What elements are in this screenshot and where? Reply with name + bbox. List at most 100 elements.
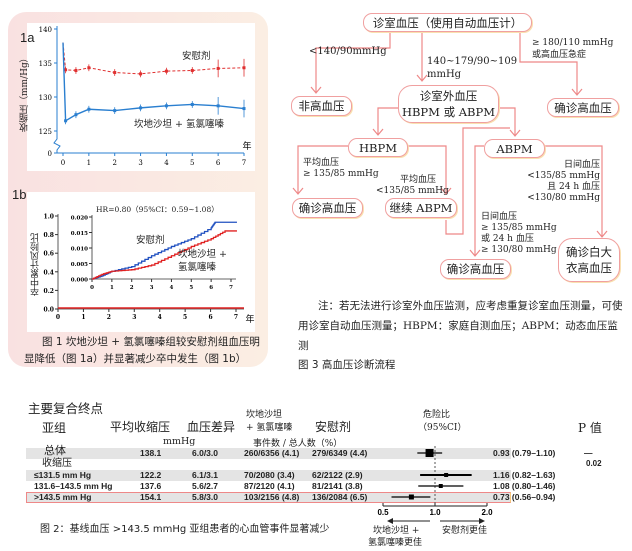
- forest-title: 主要复合终点: [28, 401, 104, 416]
- row-placebo-events: 136/2084 (6.5): [312, 492, 368, 502]
- abpm-high-4: ≥ 130/80 mmHg: [481, 245, 557, 255]
- band-overall: [26, 448, 511, 459]
- mid-range-label: 140~179/90~109 mmHg: [427, 56, 518, 80]
- inset-x-tick-label: 2: [130, 285, 134, 291]
- header-bp-diff: 血压差异: [187, 420, 236, 434]
- office-bp-box: 诊室血压（使用自动血压计）: [363, 13, 532, 32]
- x-tick-label: 6: [208, 314, 212, 321]
- x-tick-label: 2.0: [481, 508, 493, 517]
- inset-y-tick-label: 0.005: [71, 262, 88, 268]
- y-tick-label: 125: [39, 128, 52, 136]
- non-htn-box: 非高血压: [291, 96, 352, 116]
- header-subgroup: 亚组: [42, 421, 67, 435]
- hr-marker: [425, 449, 434, 457]
- inset-x-tick-label: 4: [170, 285, 174, 291]
- hbpm-low-1: 平均血压: [400, 175, 437, 185]
- p-trend: 0.02: [586, 459, 602, 468]
- white-coat-line1: 确诊白大: [566, 245, 612, 259]
- y-tick-label: 1.0: [44, 214, 54, 221]
- abpm-low-3: 且 24 h 血压: [547, 182, 600, 192]
- x-axis-label: 年: [245, 313, 254, 325]
- confirm-htn-box-hbpm: 确诊高血压: [292, 198, 363, 218]
- section-sbp: 收缩压: [42, 458, 72, 469]
- row-subgroup: >143.5 mm Hg: [34, 492, 92, 502]
- data-point: [190, 102, 194, 106]
- row-placebo-events: 279/6349 (4.4): [312, 448, 368, 458]
- header-p: P 值: [578, 421, 602, 435]
- abpm-box: ABPM: [484, 139, 545, 158]
- x-tick-label: 5: [190, 159, 194, 167]
- row-hr-text: 1.08 (0.80–1.46): [493, 481, 556, 491]
- x-tick-label: 1: [81, 314, 85, 321]
- data-point: [242, 66, 246, 70]
- data-point: [216, 66, 220, 70]
- data-point: [74, 68, 78, 72]
- data-point: [74, 113, 78, 117]
- ge180-label: ≥ 180/110 mmHg: [532, 38, 614, 48]
- inset-y-tick-label: 0.010: [71, 247, 88, 253]
- x-tick-label: 7: [242, 159, 246, 167]
- y-tick-label: 140: [39, 26, 52, 34]
- x-tick-label: 1: [87, 159, 91, 167]
- inset-x-tick-label: 7: [229, 285, 233, 291]
- data-point: [242, 107, 246, 111]
- header-hr-2: （95%CI）: [418, 423, 467, 433]
- inset-x-tick-label: 5: [189, 285, 193, 291]
- left-favors-1: 坎地沙坦 +: [373, 526, 420, 536]
- abpm-low-1: 日间血压: [563, 160, 600, 170]
- y-tick-label: 130: [39, 94, 52, 102]
- inset-x-tick-label: 0: [90, 285, 94, 291]
- data-point: [87, 66, 91, 70]
- x-tick-label: 6: [216, 159, 221, 167]
- x-axis-label: 年: [242, 140, 251, 152]
- row-placebo-events: 62/2122 (2.9): [312, 470, 363, 480]
- abpm-high-3: 或 24 h 血压: [481, 234, 534, 244]
- x-tick-label: 3: [132, 314, 136, 321]
- row-p-value: —: [584, 448, 593, 458]
- data-point: [64, 119, 68, 123]
- row-mean-sbp: 138.1: [140, 448, 162, 458]
- hr-annotation: HR=0.80（95%CI：0.59~1.08）: [96, 205, 219, 214]
- row-mean-sbp: 137.6: [140, 481, 162, 491]
- left-arrow-head: [387, 518, 393, 524]
- row-bp-diff: 6.0/3.0: [192, 448, 218, 458]
- header-mean-sbp: 平均收缩压: [110, 420, 171, 434]
- label-1a: 1a: [20, 30, 35, 45]
- forest-plot: 0.5 1.0 2.0: [377, 446, 493, 524]
- band-row3: [26, 492, 511, 503]
- row-treatment-events: 103/2156 (4.8): [244, 492, 300, 502]
- confirm-htn-box-abpm: 确诊高血压: [440, 259, 511, 279]
- hbpm-high-1: 平均血压: [303, 158, 340, 168]
- inset-y-tick-label: 0.020: [71, 216, 88, 222]
- inset-y-tick-label: 0.000: [71, 278, 88, 284]
- y-tick-label: 0.6: [44, 251, 54, 258]
- white-coat-line2: 衣高血压: [566, 261, 612, 275]
- x-tick-label: 0.5: [377, 508, 389, 517]
- hr-marker: [438, 484, 443, 488]
- row-bp-diff: 5.6/2.7: [192, 481, 218, 491]
- hbpm-high-2: ≥ 135/85 mmHg: [303, 169, 379, 179]
- confirm-htn-box-right: 确诊高血压: [547, 98, 619, 117]
- flowchart-connectors: [292, 31, 608, 257]
- data-point: [190, 68, 194, 72]
- data-point: [216, 104, 220, 108]
- header-placebo: 安慰剂: [315, 420, 352, 434]
- y-tick-label: 0.8: [44, 232, 54, 239]
- data-point: [139, 106, 143, 110]
- right-arrow-head: [479, 518, 485, 524]
- data-point: [87, 107, 91, 111]
- x-tick-label: 4: [158, 314, 162, 321]
- data-point: [164, 104, 168, 108]
- left-favors-2: 氢氯噻嗪更佳: [368, 538, 423, 548]
- x-tick-label: 0: [56, 314, 60, 321]
- figure-2-caption: 图 2：基线血压 >143.5 mmHg 亚组患者的心血管事件显著减少: [40, 524, 330, 535]
- out-of-office-line1: 诊室外血压: [419, 89, 478, 103]
- x-tick-label: 1.0: [429, 508, 441, 517]
- y-tick-label: 0.4: [44, 269, 54, 276]
- y-tick-label: 0.0: [44, 307, 54, 314]
- row-treatment-events: 260/6356 (4.1): [244, 448, 300, 458]
- x-tick-label: 0: [61, 159, 65, 167]
- abpm-high-2: ≥ 135/85 mmHg: [481, 223, 557, 233]
- header-hr-1: 危险比: [423, 410, 451, 420]
